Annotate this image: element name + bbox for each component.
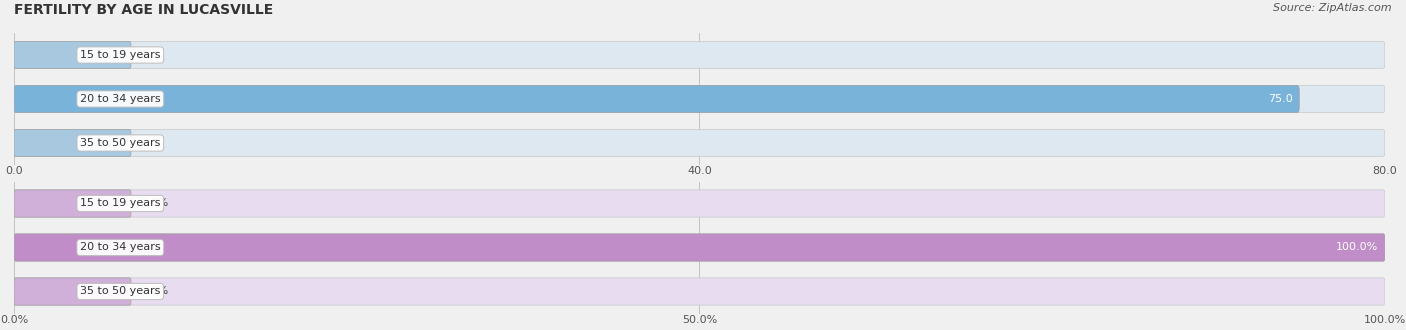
FancyBboxPatch shape	[14, 85, 1385, 113]
Text: 15 to 19 years: 15 to 19 years	[80, 199, 160, 209]
FancyBboxPatch shape	[14, 190, 131, 217]
FancyBboxPatch shape	[14, 234, 1385, 261]
Text: Source: ZipAtlas.com: Source: ZipAtlas.com	[1274, 3, 1392, 13]
Text: 0.0: 0.0	[141, 138, 157, 148]
Text: 100.0%: 100.0%	[1336, 243, 1378, 252]
Text: 15 to 19 years: 15 to 19 years	[80, 50, 160, 60]
FancyBboxPatch shape	[14, 41, 1385, 69]
FancyBboxPatch shape	[14, 129, 131, 157]
Text: 0.0%: 0.0%	[141, 286, 169, 296]
FancyBboxPatch shape	[14, 278, 131, 305]
Text: FERTILITY BY AGE IN LUCASVILLE: FERTILITY BY AGE IN LUCASVILLE	[14, 3, 273, 17]
Text: 20 to 34 years: 20 to 34 years	[80, 243, 160, 252]
FancyBboxPatch shape	[14, 129, 1385, 157]
Text: 0.0%: 0.0%	[141, 199, 169, 209]
FancyBboxPatch shape	[14, 41, 131, 69]
Text: 20 to 34 years: 20 to 34 years	[80, 94, 160, 104]
FancyBboxPatch shape	[14, 278, 1385, 305]
Text: 35 to 50 years: 35 to 50 years	[80, 138, 160, 148]
FancyBboxPatch shape	[14, 85, 1299, 113]
FancyBboxPatch shape	[14, 190, 1385, 217]
Text: 35 to 50 years: 35 to 50 years	[80, 286, 160, 296]
Text: 0.0: 0.0	[141, 50, 157, 60]
FancyBboxPatch shape	[14, 234, 1385, 261]
Text: 75.0: 75.0	[1268, 94, 1292, 104]
